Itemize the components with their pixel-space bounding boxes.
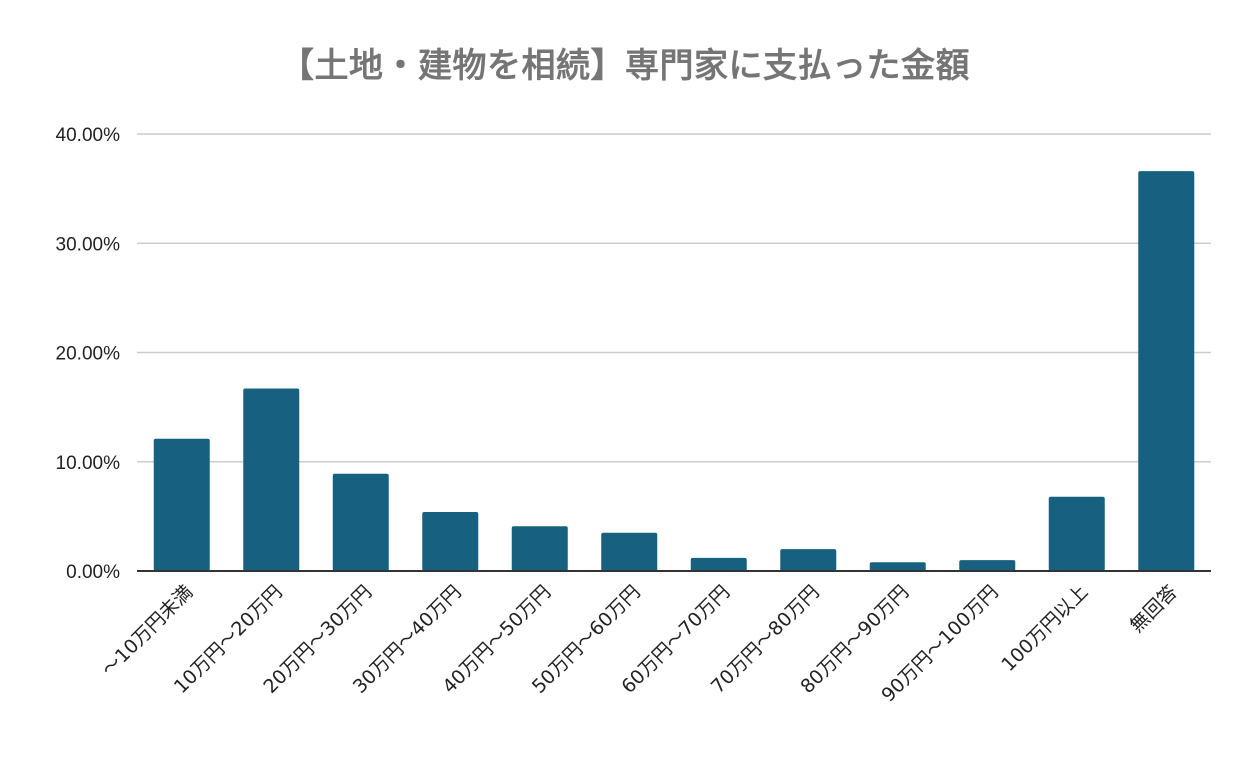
- bar: [1048, 496, 1105, 571]
- y-tick-label: 0.00%: [66, 562, 120, 583]
- bar: [511, 526, 568, 571]
- gridlines: [137, 133, 1211, 463]
- x-tick-label: 無回答: [1126, 581, 1182, 637]
- y-tick-label: 20.00%: [56, 344, 121, 365]
- y-tick-label: 10.00%: [56, 453, 121, 474]
- bars: [153, 171, 1195, 571]
- x-tick-label: 〜10万円未満: [97, 581, 197, 681]
- bar: [332, 473, 389, 571]
- bar: [422, 512, 479, 571]
- bar: [869, 562, 926, 571]
- x-tick-label: 100万円以上: [997, 581, 1092, 676]
- y-axis-ticks: 0.00% 10.00% 20.00% 30.00% 40.00%: [56, 125, 121, 583]
- bar: [959, 560, 1016, 571]
- chart-title: 【土地・建物を相続】専門家に支払った金額: [280, 46, 970, 86]
- bar: [243, 388, 300, 571]
- bar: [690, 557, 747, 571]
- y-tick-label: 40.00%: [56, 125, 121, 146]
- bar: [780, 549, 837, 571]
- bar: [1138, 171, 1195, 571]
- bar: [601, 532, 658, 571]
- bar: [153, 438, 210, 571]
- x-axis-ticks: 〜10万円未満10万円〜20万円20万円〜30万円30万円〜40万円40万円〜5…: [97, 581, 1181, 706]
- y-tick-label: 30.00%: [56, 234, 121, 255]
